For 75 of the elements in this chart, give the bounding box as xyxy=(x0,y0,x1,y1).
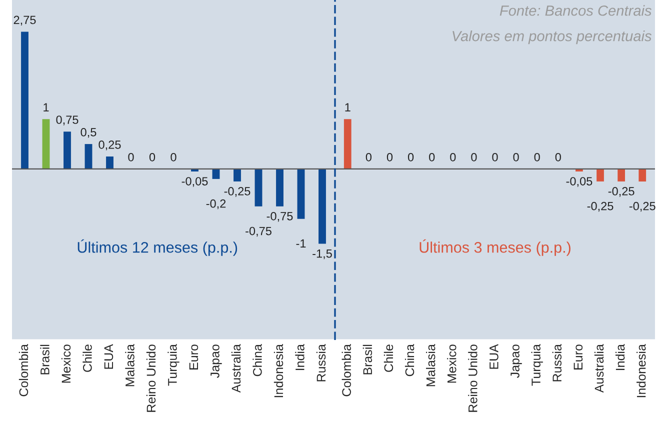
text: Valores em pontos percentuais xyxy=(452,30,652,44)
bar xyxy=(21,32,28,169)
x-tick-label: Reino Unido xyxy=(468,344,478,412)
data-label: 0,5 xyxy=(80,128,96,138)
x-tick-label: Chile xyxy=(82,344,92,372)
x-tick-label: Japao xyxy=(510,344,522,378)
data-label: 2,75 xyxy=(14,16,36,26)
data-label: 0 xyxy=(492,152,498,162)
bar xyxy=(42,119,50,169)
data-label: 0 xyxy=(513,152,519,162)
x-tick-label: Colombia xyxy=(18,344,28,396)
data-label: 0 xyxy=(534,152,540,162)
data-label: -0,05 xyxy=(566,177,592,187)
data-label: 0 xyxy=(429,152,435,162)
bar xyxy=(234,168,241,182)
bar xyxy=(254,168,262,206)
data-label: -0,25 xyxy=(587,202,614,212)
x-tick-label: Reino Unido xyxy=(146,344,156,412)
bar xyxy=(318,168,326,244)
data-label: 0 xyxy=(408,152,414,162)
x-tick-label: Indonesia xyxy=(636,344,646,398)
x-tick-label: Australia xyxy=(594,344,604,393)
data-label: -0,25 xyxy=(224,187,250,197)
data-label: 0 xyxy=(386,152,393,162)
x-tick-label: Colombia xyxy=(342,344,351,396)
text: Últimos 3 meses (p.p.) xyxy=(420,239,570,256)
x-tick-label: Euro xyxy=(189,344,198,370)
x-tick-label: Malasia xyxy=(125,344,134,386)
x-tick-label: China xyxy=(252,344,262,376)
bar xyxy=(64,132,71,169)
data-label: 0 xyxy=(366,152,372,162)
x-tick-label: Brasil xyxy=(40,344,50,374)
x-tick-label: Indonesia xyxy=(274,344,284,398)
bar xyxy=(106,156,114,169)
x-tick-label: Euro xyxy=(574,344,583,370)
data-label: -1 xyxy=(296,239,306,248)
data-label: 1 xyxy=(44,103,49,112)
data-label: 1 xyxy=(345,103,350,112)
data-label: 0 xyxy=(149,152,156,162)
bar xyxy=(84,144,92,169)
x-tick-label: Australia xyxy=(231,344,241,393)
x-tick-label: Turquia xyxy=(531,344,543,386)
x-tick-label: Chile xyxy=(384,344,394,372)
data-label: 0,25 xyxy=(98,140,121,150)
annotation: Últimos 12 meses (p.p.) xyxy=(78,239,238,256)
x-tick-label: China xyxy=(404,344,414,376)
bar xyxy=(212,168,220,179)
x-tick-label: Mexico xyxy=(61,344,71,383)
data-label: 0 xyxy=(128,152,134,162)
x-tick-label: EUA xyxy=(490,344,498,369)
data-label: -0,75 xyxy=(246,226,272,237)
data-label: -0,25 xyxy=(608,187,634,197)
data-label: 0 xyxy=(471,152,477,162)
source-note: Fonte: Bancos Centrais xyxy=(500,5,652,16)
x-tick-label: Brasil xyxy=(362,344,372,374)
data-label: -0,2 xyxy=(206,199,226,210)
bar xyxy=(297,168,305,219)
data-label: 0,75 xyxy=(56,116,78,126)
x-tick-label: Russia xyxy=(552,344,562,382)
data-label: 0 xyxy=(450,152,456,162)
data-label: -0,75 xyxy=(266,212,293,222)
x-tick-label: India xyxy=(295,344,304,370)
data-label: -1,5 xyxy=(312,250,332,260)
x-tick-label: Japao xyxy=(210,344,222,378)
x-tick-label: Mexico xyxy=(447,344,456,383)
x-tick-label: Turquia xyxy=(168,344,180,386)
x-tick-label: Russia xyxy=(316,344,326,382)
x-tick-label: EUA xyxy=(104,344,114,369)
x-tick-label: Malasia xyxy=(426,344,436,386)
data-label: -0,05 xyxy=(182,177,208,187)
data-label: 0 xyxy=(170,152,176,162)
data-label: 0 xyxy=(555,152,561,162)
x-tick-label: India xyxy=(615,344,625,370)
bar xyxy=(276,168,284,206)
data-label: -0,25 xyxy=(629,202,656,212)
